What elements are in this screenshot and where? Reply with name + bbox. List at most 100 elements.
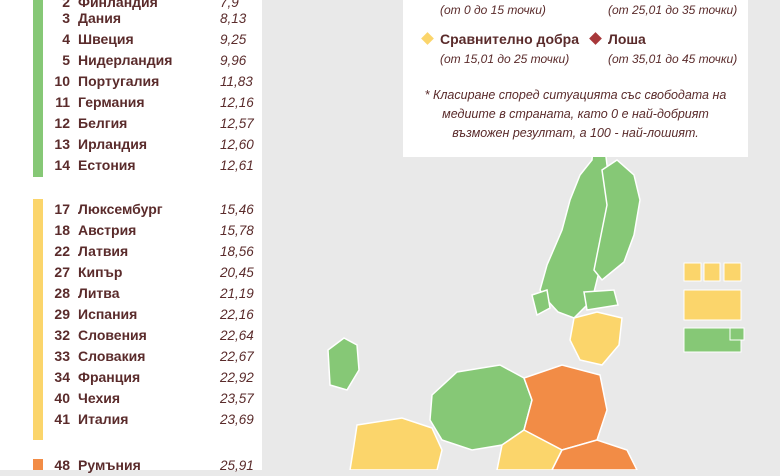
ranking-panel: 2 Финландия 7,9 3 Дания 8,13 4 Швеция 9,25 5 Нидер…: [0, 0, 262, 473]
legend-note: * Класиране според ситуацията със свобод…: [424, 88, 727, 140]
fair-group-bar: [33, 199, 43, 440]
ranking-row: 2 Финландия 7,9: [0, 0, 262, 13]
ranking-country: Кипър: [78, 264, 123, 280]
ranking-score: 21,19: [220, 286, 254, 301]
inset-box-2: [703, 262, 721, 282]
ranking-row: 33 Словакия 22,67: [0, 346, 262, 367]
ranking-score: 22,92: [220, 370, 254, 385]
legend: (от 0 до 15 точки) (от 25,01 до 35 точки…: [403, 0, 748, 157]
ranking-score: 9,96: [220, 53, 247, 68]
ranking-row: 10 Португалия 11,83: [0, 71, 262, 92]
ranking-row: 3 Дания 8,13: [0, 8, 262, 29]
ranking-rank: 29: [54, 306, 70, 322]
ranking-row: 48 Румъния 25,91: [0, 455, 262, 476]
ranking-country: Естония: [78, 157, 136, 173]
ranking-score: 12,61: [220, 158, 254, 173]
inset-box-6: [729, 327, 745, 341]
ranking-score: 23,57: [220, 391, 254, 406]
ranking-rank: 2: [62, 0, 70, 10]
ranking-row: 27 Кипър 20,45: [0, 262, 262, 283]
inset-box-3: [723, 262, 742, 282]
ranking-score: 12,60: [220, 137, 254, 152]
map-romania: [551, 439, 638, 470]
ranking-row: 11 Германия 12,16: [0, 92, 262, 113]
ranking-score: 11,83: [220, 74, 253, 89]
inset-box-4: [683, 289, 742, 321]
ranking-rank: 33: [54, 348, 70, 364]
ranking-row: 13 Ирландия 12,60: [0, 134, 262, 155]
inset-box-1: [683, 262, 702, 282]
ranking-row: 32 Словения 22,64: [0, 325, 262, 346]
ranking-country: Испания: [78, 306, 138, 322]
ranking-country: Литва: [78, 285, 120, 301]
ranking-country: Франция: [78, 369, 141, 385]
ranking-rank: 11: [55, 94, 70, 110]
ranking-country: Словакия: [78, 348, 146, 364]
ranking-rank: 14: [54, 157, 70, 173]
ranking-rank: 18: [54, 222, 70, 238]
ranking-row: 22 Латвия 18,56: [0, 241, 262, 262]
ranking-country: Швеция: [78, 31, 134, 47]
ranking-country: Румъния: [78, 457, 141, 473]
ranking-country: Словения: [78, 327, 147, 343]
ranking-row: 28 Литва 21,19: [0, 283, 262, 304]
ranking-rank: 4: [62, 31, 70, 47]
ranking-row: 34 Франция 22,92: [0, 367, 262, 388]
legend-fair-label: Сравнително добра: [440, 31, 579, 47]
ranking-row: 5 Нидерландия 9,96: [0, 50, 262, 71]
ranking-rank: 12: [54, 115, 70, 131]
ranking-country: Нидерландия: [78, 52, 173, 68]
problematic-group-bar: [33, 459, 43, 470]
legend-bad: Лоша: [589, 31, 646, 47]
ranking-rank: 22: [54, 243, 70, 259]
ranking-country: Австрия: [78, 222, 137, 238]
ranking-rank: 5: [62, 52, 70, 68]
map-estonia: [583, 289, 619, 311]
ranking-rank: 32: [54, 327, 70, 343]
ranking-country: Италия: [78, 411, 129, 427]
ranking-country: Люксембург: [78, 201, 163, 217]
legend-good-range: (от 0 до 15 точки): [440, 3, 546, 17]
ranking-score: 18,56: [220, 244, 254, 259]
ranking-rank: 40: [54, 390, 70, 406]
ranking-score: 8,13: [220, 11, 247, 26]
ranking-score: 22,64: [220, 328, 254, 343]
ranking-rank: 3: [62, 10, 70, 26]
map-baltics: [569, 311, 623, 366]
ranking-score: 15,78: [220, 223, 254, 238]
ranking-rank: 41: [54, 411, 70, 427]
ranking-score: 22,16: [220, 307, 254, 322]
ranking-row: 4 Швеция 9,25: [0, 29, 262, 50]
ranking-row: 29 Испания 22,16: [0, 304, 262, 325]
map-finland: [593, 159, 641, 282]
ranking-rank: 34: [54, 369, 70, 385]
ranking-row: 17 Люксембург 15,46: [0, 199, 262, 220]
ranking-country: Чехия: [78, 390, 120, 406]
ranking-country: Германия: [78, 94, 145, 110]
legend-fair-range: (от 15,01 до 25 точки): [440, 52, 570, 66]
ranking-rank: 10: [54, 73, 70, 89]
map-france: [349, 417, 443, 470]
ranking-score: 23,69: [220, 412, 254, 427]
legend-fair: Сравнително добра: [421, 31, 579, 47]
legend-bad-label: Лоша: [608, 31, 646, 47]
ranking-rank: 28: [54, 285, 70, 301]
ranking-score: 12,16: [220, 95, 254, 110]
ranking-row: 41 Италия 23,69: [0, 409, 262, 430]
ranking-country: Финландия: [78, 0, 158, 10]
eu-map: [327, 133, 745, 470]
ranking-country: Португалия: [78, 73, 160, 89]
ranking-score: 9,25: [220, 32, 247, 47]
ranking-country: Латвия: [78, 243, 129, 259]
ranking-row: 12 Белгия 12,57: [0, 113, 262, 134]
ranking-score: 15,46: [220, 202, 254, 217]
ranking-row: 18 Австрия 15,78: [0, 220, 262, 241]
ranking-score: 25,91: [220, 458, 254, 473]
map-denmark: [531, 289, 551, 317]
legend-problematic-range: (от 25,01 до 35 точки): [608, 3, 738, 17]
ranking-rank: 13: [54, 136, 70, 152]
ranking-score: 22,67: [220, 349, 254, 364]
good-group-bar: [33, 0, 43, 177]
diamond-icon: [421, 32, 434, 45]
ranking-score: 7,9: [220, 0, 239, 10]
